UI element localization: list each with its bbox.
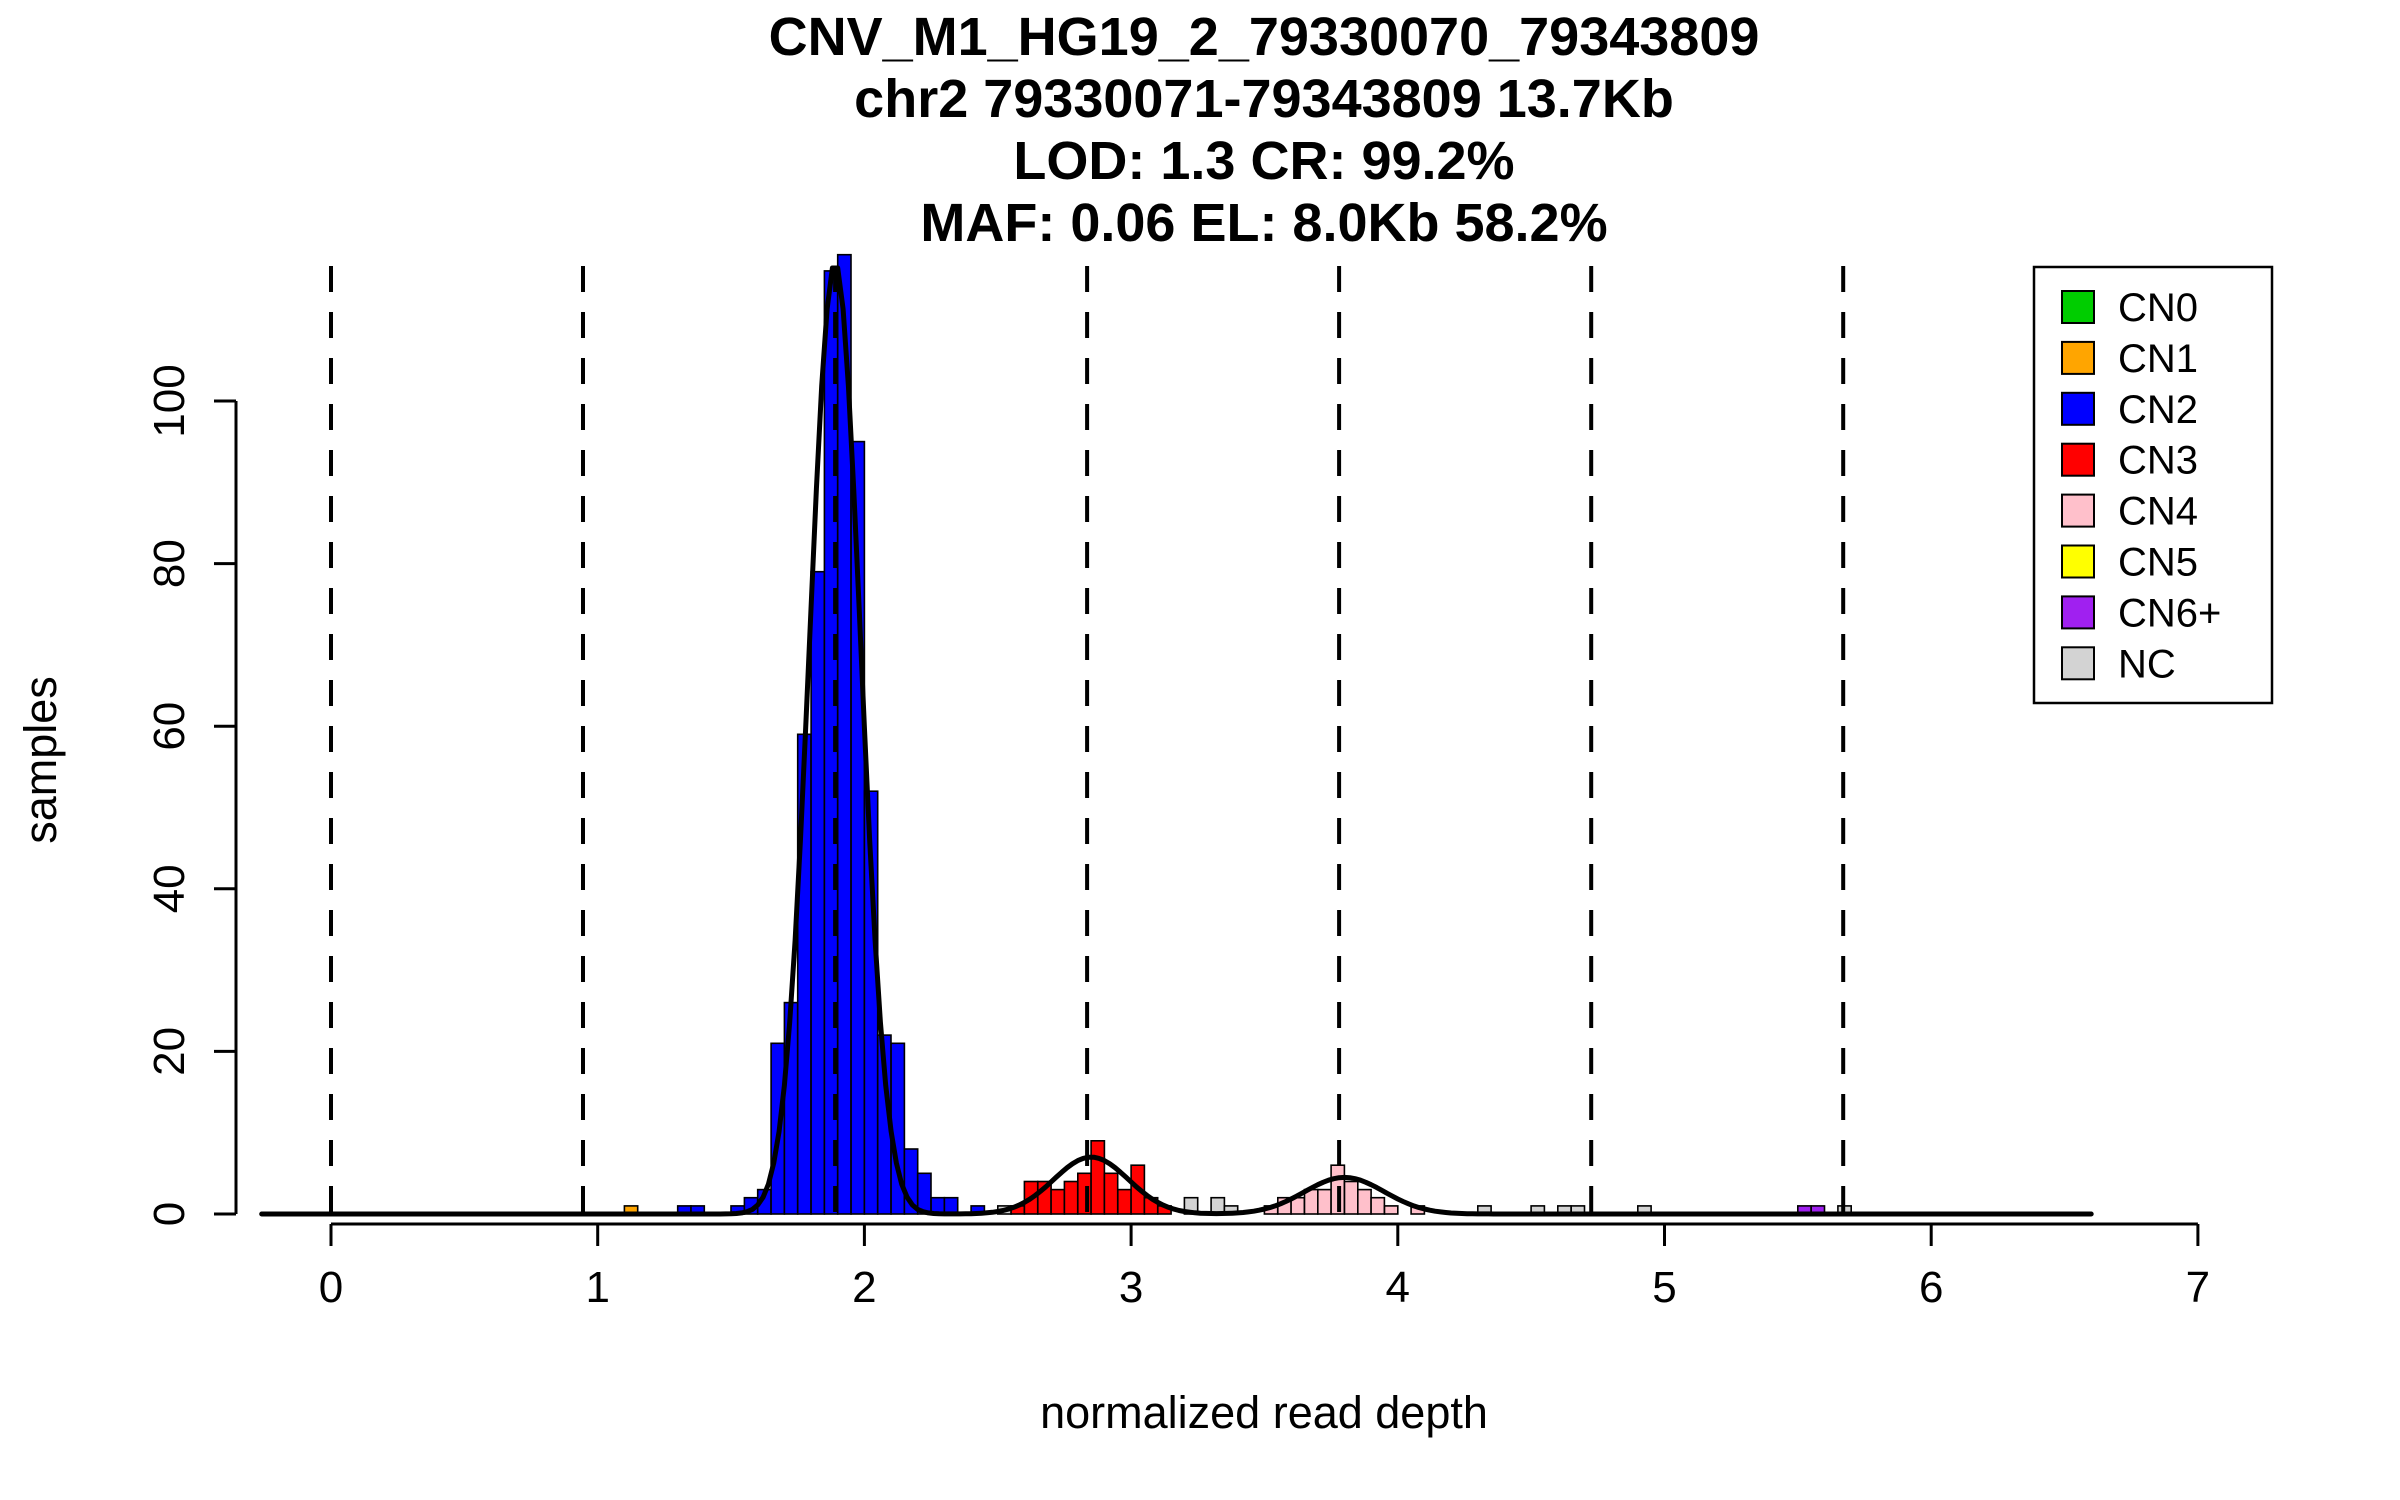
- legend-label-CN6+: CN6+: [2118, 591, 2221, 635]
- chart-title-block: CNV_M1_HG19_2_79330070_79343809 chr2 793…: [64, 6, 2400, 254]
- x-tick-label: 1: [585, 1263, 609, 1312]
- x-tick-label: 7: [2186, 1263, 2210, 1312]
- axes: 0 1 2 3 4 5 6 7 0 20 40 60 80 100 normalized read dept…: [15, 364, 2210, 1438]
- legend-label-CN5: CN5: [2118, 541, 2198, 585]
- histogram-bar-CN3: [1077, 1172, 1092, 1215]
- y-tick-label: 100: [145, 364, 194, 437]
- y-tick-label: 0: [145, 1202, 194, 1226]
- y-tick-label: 80: [145, 539, 194, 588]
- histogram-bar-CN3: [1090, 1140, 1106, 1215]
- histogram-bar-CN2: [810, 570, 826, 1215]
- legend-label-NC: NC: [2118, 642, 2176, 686]
- chart-title-line-3: LOD: 1.3 CR: 99.2%: [1013, 131, 1515, 191]
- x-tick-label: 5: [1652, 1263, 1676, 1312]
- histogram-bar-CN3: [1050, 1188, 1066, 1215]
- histogram-bar-CN4: [1343, 1180, 1359, 1215]
- legend-swatch-CN4: [2061, 493, 2095, 528]
- x-tick-label: 4: [1386, 1263, 1410, 1312]
- legend-swatch-CN5: [2061, 544, 2095, 579]
- histogram-bar-CN4: [1370, 1196, 1386, 1215]
- legend-swatch-CN3: [2061, 442, 2095, 477]
- legend-label-CN1: CN1: [2118, 337, 2198, 381]
- x-axis-caption: normalized read depth: [1040, 1387, 1488, 1438]
- histogram-bar-CN4: [1383, 1205, 1399, 1215]
- histogram-bars: [623, 253, 1853, 1215]
- histogram-bar-CN3: [1103, 1172, 1119, 1215]
- chart-title-line-1: CNV_M1_HG19_2_79330070_79343809: [768, 7, 1760, 67]
- legend-label-CN4: CN4: [2118, 490, 2198, 534]
- legend-swatch-CN0: [2061, 290, 2095, 324]
- y-axis-caption: samples: [15, 676, 66, 844]
- x-tick-label: 3: [1119, 1263, 1143, 1312]
- legend-label-CN0: CN0: [2118, 286, 2198, 330]
- legend-swatch-CN1: [2061, 340, 2095, 375]
- histogram-bar-CN4: [1317, 1188, 1332, 1215]
- legend: CN0 CN1 CN2 CN3 CN4 CN5 CN6+ NC: [2032, 265, 2274, 705]
- chart-title-line-2: chr2 79330071-79343809 13.7Kb: [854, 69, 1674, 129]
- x-tick-label: 6: [1919, 1263, 1943, 1312]
- legend-swatch-CN2: [2061, 391, 2095, 426]
- histogram-bar-CN3: [1117, 1188, 1132, 1215]
- y-tick-label: 60: [145, 702, 194, 751]
- legend-box: [2032, 265, 2274, 705]
- y-tick-label: 40: [145, 864, 194, 913]
- histogram-bar-CN4: [1357, 1188, 1372, 1215]
- y-tick-label: 20: [145, 1027, 194, 1076]
- legend-label-CN2: CN2: [2118, 388, 2198, 432]
- chart-title-line-4: MAF: 0.06 EL: 8.0Kb 58.2%: [920, 193, 1608, 253]
- legend-label-CN3: CN3: [2118, 439, 2198, 483]
- copy-number-guides: [329, 266, 1846, 1222]
- x-tick-label: 2: [852, 1263, 876, 1312]
- histogram-bar-CN3: [1063, 1180, 1079, 1215]
- x-tick-label: 0: [319, 1263, 343, 1312]
- legend-swatch-CN6+: [2061, 595, 2095, 630]
- legend-swatch-NC: [2061, 646, 2095, 681]
- density-curve: [259, 265, 2094, 1217]
